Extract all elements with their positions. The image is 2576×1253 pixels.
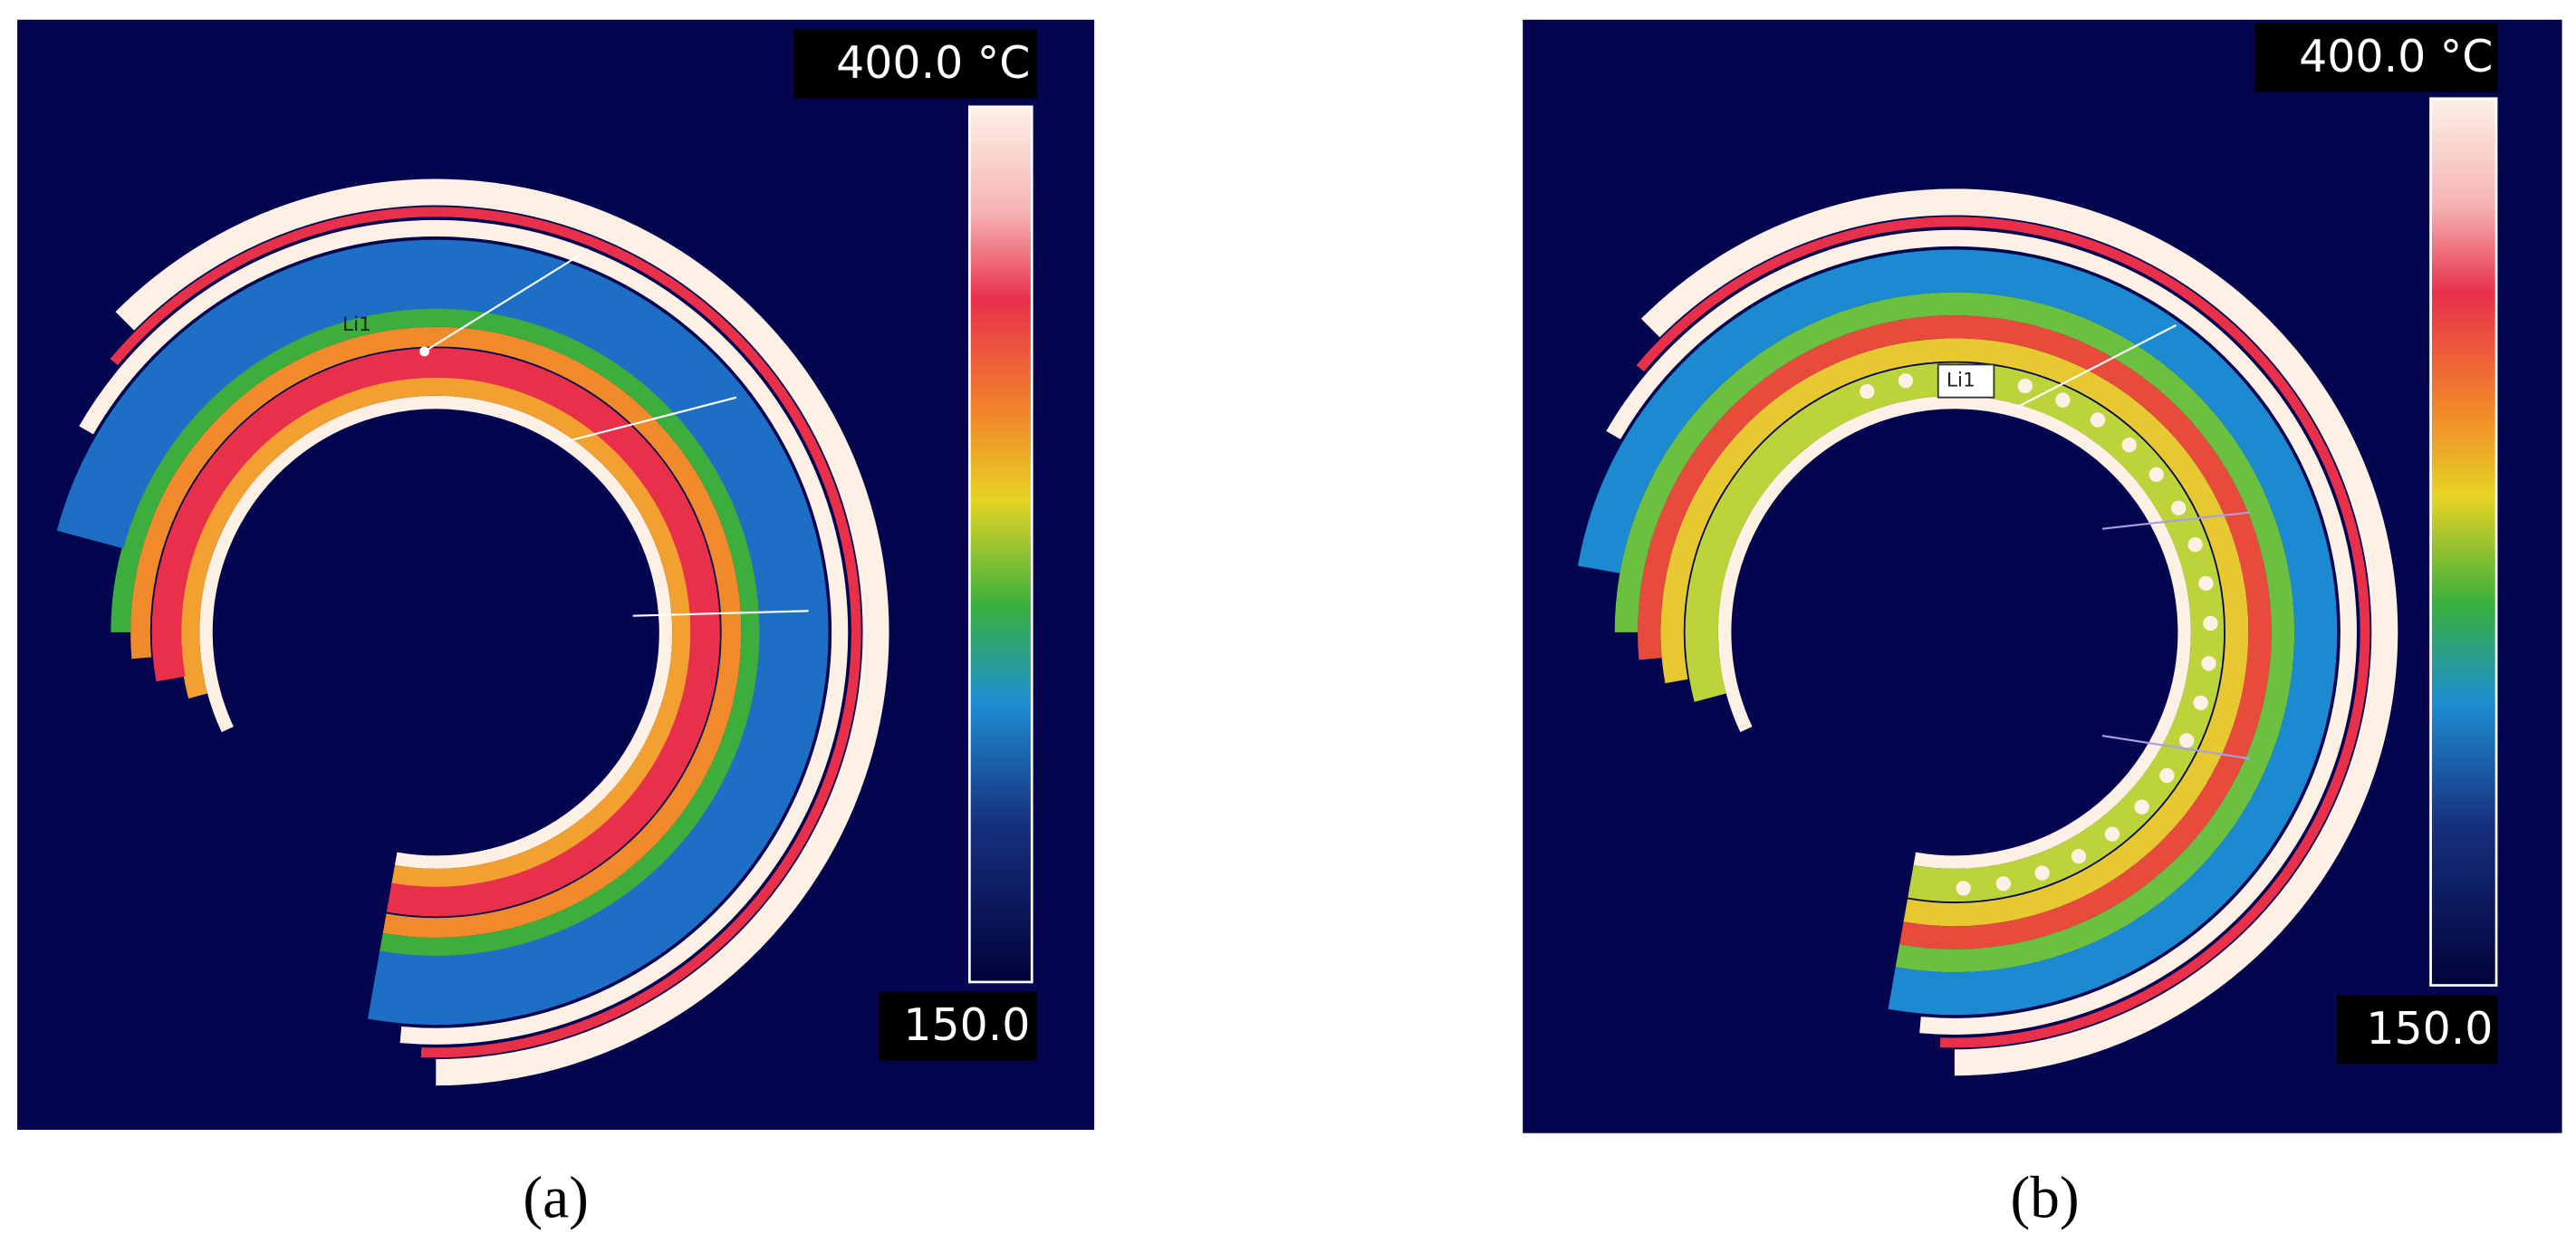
thermal-band xyxy=(1636,217,2370,1048)
thermal-band xyxy=(111,306,762,958)
cooling-hole xyxy=(2017,378,2033,394)
thermal-band xyxy=(1578,249,2338,1016)
caption-b: (b) xyxy=(2011,1166,2080,1231)
cooling-hole xyxy=(2121,437,2137,453)
measurement-lines-b xyxy=(2016,323,2251,760)
thermal-band xyxy=(1640,188,2398,1076)
thermal-band xyxy=(1638,315,2272,949)
cooling-hole xyxy=(2193,695,2208,710)
cooling-hole xyxy=(1956,881,1971,896)
scale-max-label: 400.0 °C xyxy=(836,37,1030,89)
scale-min-label: 150.0 xyxy=(903,999,1030,1051)
cooling-hole xyxy=(2104,826,2120,842)
thermal-band xyxy=(115,178,889,1086)
caption-a: (a) xyxy=(523,1166,588,1231)
cooling-hole xyxy=(2134,799,2149,814)
thermal-band xyxy=(1614,292,2295,973)
thermal-band xyxy=(1606,229,2357,1035)
thermal-band xyxy=(1717,395,2191,869)
label-box xyxy=(793,29,1037,99)
cooling-hole xyxy=(2171,500,2187,516)
cooling-hole xyxy=(2034,865,2050,881)
label-box xyxy=(879,991,1037,1061)
cooling-hole xyxy=(2203,615,2218,631)
cooling-hole xyxy=(1995,876,2012,892)
thermal-band xyxy=(151,348,720,917)
thermal-band xyxy=(79,219,849,1045)
line-label: Li1 xyxy=(1946,370,1975,392)
thermal-band xyxy=(1660,338,2249,927)
thermal-band xyxy=(130,326,742,938)
line-point xyxy=(419,346,430,357)
line-label: Li1 xyxy=(342,313,371,336)
cooling-hole xyxy=(2187,536,2203,553)
cooling-hole xyxy=(1898,373,1914,389)
thermal-band xyxy=(56,239,829,1026)
cooling-hole xyxy=(2148,467,2164,482)
label-box xyxy=(2337,995,2498,1065)
ring-b xyxy=(1578,188,2398,1076)
cooling-hole xyxy=(2071,848,2087,864)
ring-a xyxy=(56,178,889,1086)
cooling-hole xyxy=(1860,383,1875,400)
thermal-band xyxy=(110,207,861,1058)
cooling-hole xyxy=(2159,767,2175,784)
color-scale-bar xyxy=(967,105,1033,984)
measurement-lines-a xyxy=(424,248,809,617)
label-box xyxy=(2254,23,2498,92)
cooling-hole xyxy=(2090,412,2106,428)
scale-max-label: 400.0 °C xyxy=(2299,31,2493,82)
line-label-box xyxy=(1937,363,1995,399)
color-scale-bar xyxy=(2429,97,2498,987)
cooling-hole xyxy=(2179,733,2195,748)
thermal-band xyxy=(199,395,673,869)
scale-min-label: 150.0 xyxy=(2366,1003,2493,1055)
cooling-hole xyxy=(2201,656,2216,671)
cooling-hole xyxy=(2198,575,2214,592)
cooling-hole xyxy=(2055,392,2071,408)
thermal-band xyxy=(179,376,692,889)
